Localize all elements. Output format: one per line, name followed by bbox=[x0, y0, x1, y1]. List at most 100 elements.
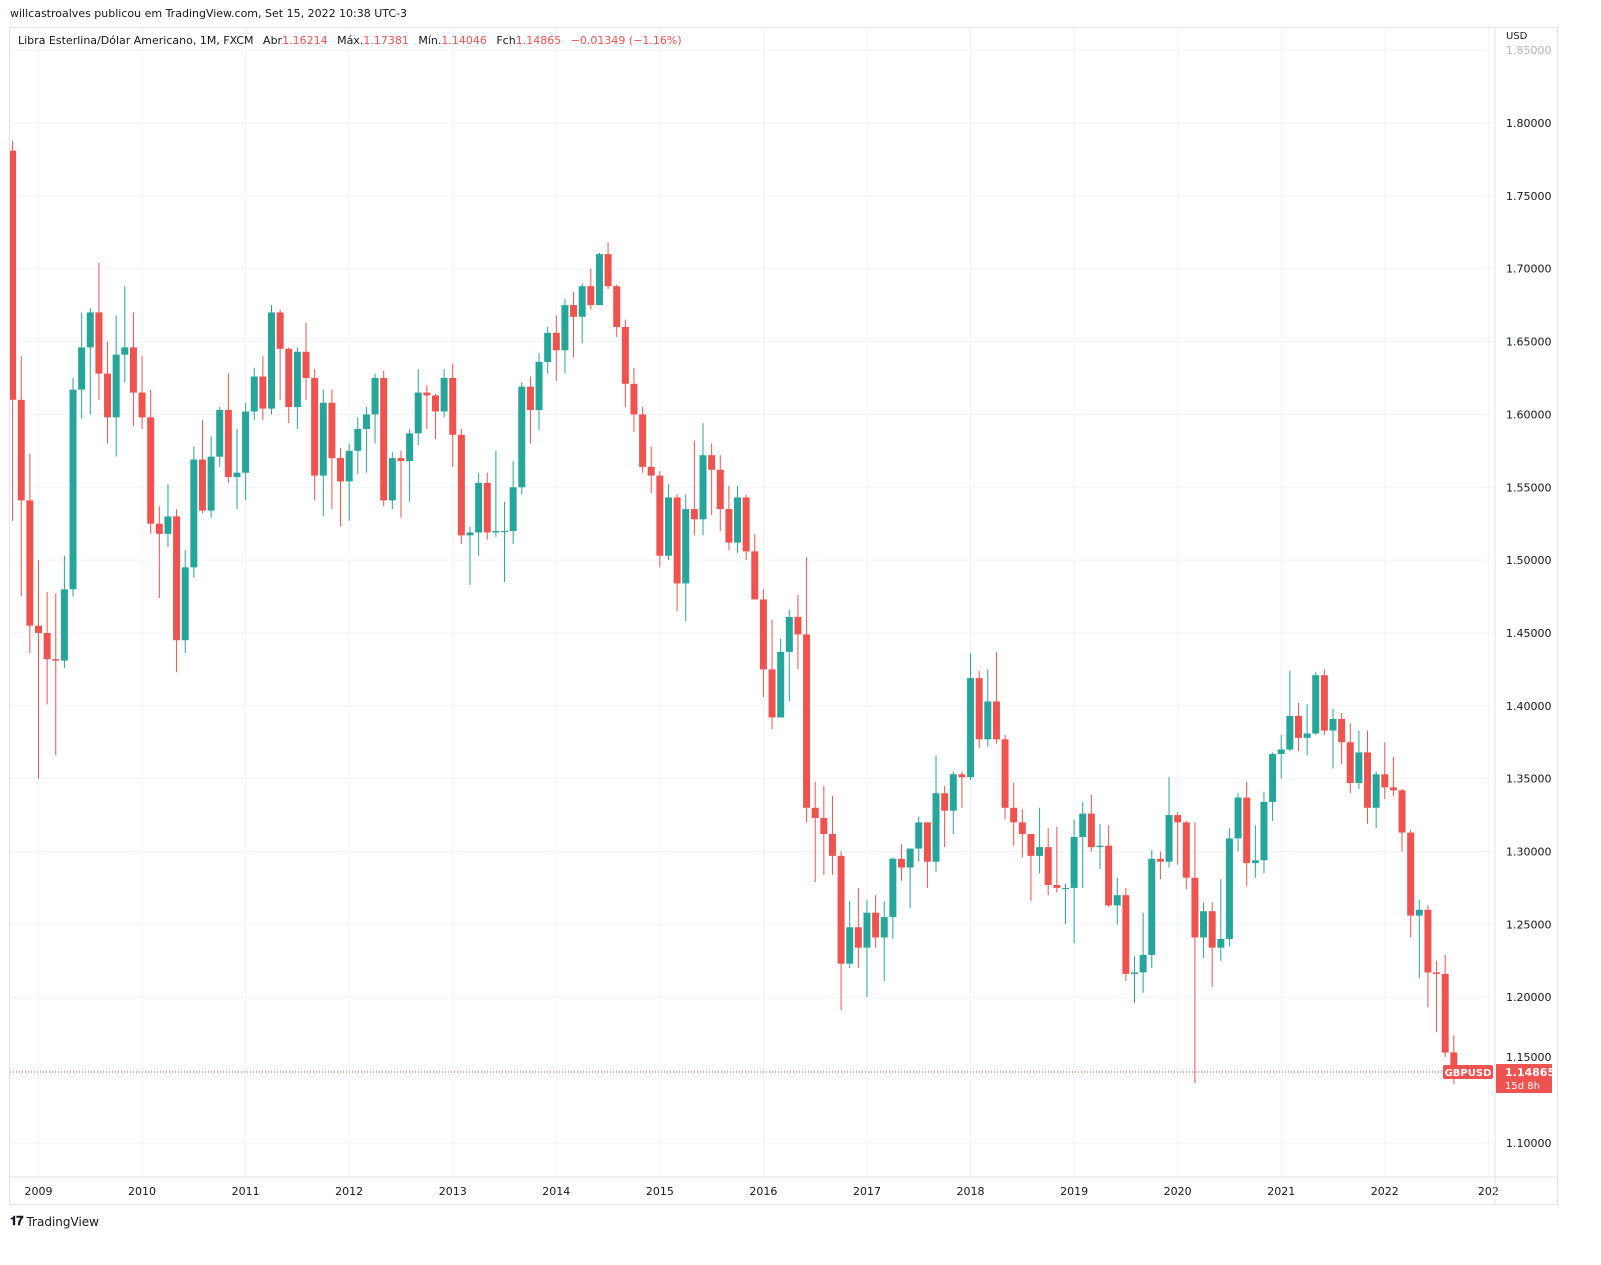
candle[interactable] bbox=[1070, 819, 1078, 944]
candle[interactable] bbox=[207, 436, 215, 518]
candle[interactable] bbox=[578, 283, 586, 344]
candle[interactable] bbox=[1372, 771, 1380, 829]
candle[interactable] bbox=[1251, 825, 1259, 878]
candle[interactable] bbox=[1061, 883, 1069, 925]
candle[interactable] bbox=[561, 299, 569, 374]
candle[interactable] bbox=[975, 670, 983, 749]
candle[interactable] bbox=[449, 363, 457, 467]
candle[interactable] bbox=[1234, 793, 1242, 852]
candle[interactable] bbox=[682, 494, 690, 622]
candle[interactable] bbox=[1156, 851, 1164, 880]
candle[interactable] bbox=[854, 887, 862, 969]
candle[interactable] bbox=[803, 557, 811, 823]
candle[interactable] bbox=[811, 781, 819, 883]
candle[interactable] bbox=[932, 755, 940, 872]
candle[interactable] bbox=[17, 356, 25, 597]
candle[interactable] bbox=[1433, 960, 1441, 1033]
candle[interactable] bbox=[1243, 781, 1251, 887]
candle[interactable] bbox=[837, 851, 845, 1011]
candle[interactable] bbox=[915, 816, 923, 862]
candle[interactable] bbox=[1389, 756, 1397, 797]
candle[interactable] bbox=[526, 376, 534, 444]
candle[interactable] bbox=[1277, 734, 1285, 779]
candle[interactable] bbox=[570, 292, 578, 358]
candle[interactable] bbox=[1355, 730, 1363, 789]
candle[interactable] bbox=[337, 447, 345, 527]
candle[interactable] bbox=[941, 785, 949, 848]
candle[interactable] bbox=[112, 315, 120, 457]
candle[interactable] bbox=[43, 592, 51, 705]
candle[interactable] bbox=[242, 402, 250, 501]
candle[interactable] bbox=[992, 651, 1000, 744]
candle[interactable] bbox=[734, 485, 742, 553]
candle[interactable] bbox=[129, 312, 137, 427]
candle[interactable] bbox=[1165, 777, 1173, 868]
candle[interactable] bbox=[1200, 902, 1208, 958]
candle[interactable] bbox=[362, 407, 370, 473]
candle[interactable] bbox=[388, 452, 396, 510]
candle[interactable] bbox=[181, 549, 189, 654]
candle[interactable] bbox=[406, 428, 414, 502]
candle[interactable] bbox=[259, 356, 267, 421]
candle[interactable] bbox=[354, 417, 362, 475]
candle[interactable] bbox=[1001, 734, 1009, 820]
candle[interactable] bbox=[1010, 783, 1018, 846]
candle[interactable] bbox=[785, 609, 793, 702]
candle[interactable] bbox=[380, 370, 388, 507]
candle[interactable] bbox=[1139, 912, 1147, 993]
candle[interactable] bbox=[1415, 899, 1423, 979]
candle[interactable] bbox=[1312, 672, 1320, 735]
candle[interactable] bbox=[1027, 834, 1035, 902]
candle[interactable] bbox=[60, 555, 68, 668]
candle[interactable] bbox=[1096, 823, 1104, 869]
candle[interactable] bbox=[621, 319, 629, 408]
candle[interactable] bbox=[224, 373, 232, 483]
candle[interactable] bbox=[95, 262, 103, 400]
candle[interactable] bbox=[250, 367, 258, 421]
candle[interactable] bbox=[759, 589, 767, 698]
candle[interactable] bbox=[328, 389, 336, 510]
candle[interactable] bbox=[1303, 704, 1311, 756]
candle[interactable] bbox=[716, 455, 724, 531]
candle[interactable] bbox=[190, 446, 198, 578]
candle[interactable] bbox=[906, 848, 914, 909]
candle[interactable] bbox=[1208, 902, 1216, 988]
candle[interactable] bbox=[233, 428, 241, 510]
candle[interactable] bbox=[768, 619, 776, 730]
candle[interactable] bbox=[923, 822, 931, 888]
candle[interactable] bbox=[155, 506, 163, 598]
candle[interactable] bbox=[1424, 905, 1432, 1008]
candle[interactable] bbox=[1122, 887, 1130, 982]
candle[interactable] bbox=[647, 446, 655, 494]
candle[interactable] bbox=[742, 494, 750, 561]
candle[interactable] bbox=[1191, 822, 1199, 1084]
candle[interactable] bbox=[483, 472, 491, 540]
candle[interactable] bbox=[1294, 702, 1302, 751]
candle[interactable] bbox=[1182, 820, 1190, 890]
candle[interactable] bbox=[673, 494, 681, 612]
candle[interactable] bbox=[690, 440, 698, 536]
candle[interactable] bbox=[552, 315, 560, 381]
candle[interactable] bbox=[173, 509, 181, 673]
candle[interactable] bbox=[1286, 670, 1294, 751]
candle[interactable] bbox=[898, 844, 905, 881]
candle[interactable] bbox=[595, 252, 603, 306]
candle[interactable] bbox=[777, 638, 785, 718]
candle[interactable] bbox=[1338, 713, 1346, 765]
candle[interactable] bbox=[544, 326, 552, 374]
candle[interactable] bbox=[9, 140, 17, 521]
candle[interactable] bbox=[863, 899, 871, 998]
candle[interactable] bbox=[69, 377, 77, 597]
candle[interactable] bbox=[984, 669, 992, 747]
candle[interactable] bbox=[509, 461, 517, 545]
candle[interactable] bbox=[1260, 791, 1268, 874]
candle[interactable] bbox=[587, 268, 595, 310]
candle[interactable] bbox=[216, 407, 224, 467]
candle[interactable] bbox=[164, 484, 172, 547]
candle[interactable] bbox=[1381, 742, 1389, 800]
candle[interactable] bbox=[1346, 723, 1354, 794]
candle[interactable] bbox=[613, 284, 621, 338]
candle[interactable] bbox=[501, 501, 509, 582]
candle[interactable] bbox=[268, 305, 276, 415]
candle[interactable] bbox=[397, 450, 405, 518]
